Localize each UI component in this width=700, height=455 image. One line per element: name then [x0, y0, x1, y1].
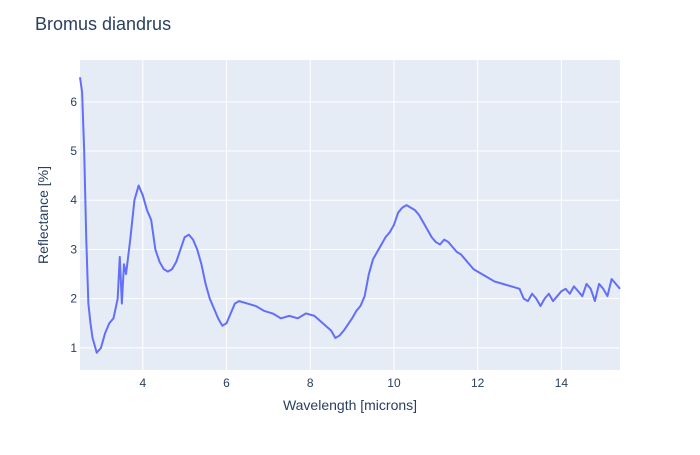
y-tick-label: 4: [70, 193, 77, 207]
y-tick-label: 5: [70, 144, 77, 158]
x-tick-label: 8: [307, 376, 314, 390]
y-axis-label: Reflectance [%]: [35, 166, 51, 264]
x-tick-label: 10: [387, 376, 401, 390]
x-tick-label: 4: [139, 376, 146, 390]
x-tick-label: 6: [223, 376, 230, 390]
x-axis-label: Wavelength [microns]: [283, 397, 417, 413]
x-tick-label: 12: [471, 376, 485, 390]
chart-title: Bromus diandrus: [35, 14, 171, 34]
y-tick-label: 3: [70, 242, 77, 256]
plot-background: [80, 60, 620, 370]
series-layer: [79, 77, 621, 354]
y-tick-label: 6: [70, 95, 77, 109]
x-tick-label: 14: [555, 376, 569, 390]
series-line-0: [79, 77, 621, 354]
y-tick-label: 1: [70, 341, 77, 355]
y-tick-label: 2: [70, 292, 77, 306]
grid-lines: [80, 60, 620, 370]
